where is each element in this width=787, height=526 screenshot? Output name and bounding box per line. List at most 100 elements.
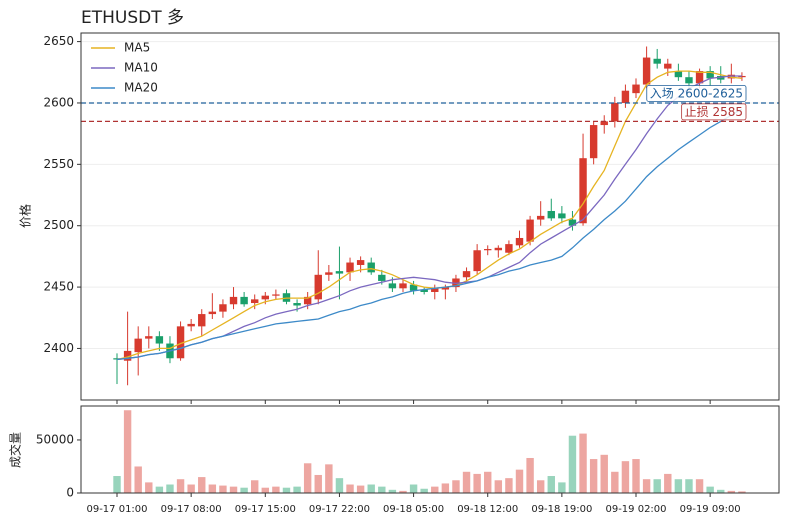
candle-body	[494, 247, 503, 251]
candle-body	[695, 71, 704, 84]
candle-body	[420, 289, 428, 292]
volume-bar	[674, 479, 683, 493]
volume-bar	[505, 478, 513, 493]
chart-title: ETHUSDT 多	[81, 8, 184, 28]
volume-bar	[155, 486, 164, 493]
candle-body	[123, 350, 132, 361]
volume-bar	[706, 486, 714, 493]
volume-bar	[314, 474, 322, 493]
volume-bar	[589, 459, 598, 493]
volume-bar	[452, 480, 460, 493]
volume-bar	[166, 484, 174, 493]
volume-bar	[240, 487, 248, 493]
volume-bar	[462, 471, 471, 493]
candle-body	[431, 288, 439, 292]
candle-body	[642, 57, 651, 85]
candle-body	[356, 260, 365, 265]
candle-body	[568, 219, 577, 226]
volume-bar	[346, 484, 354, 493]
x-tick-label: 09-18 12:00	[457, 504, 518, 515]
volume-bar	[611, 471, 619, 493]
candle-body	[664, 63, 672, 69]
volume-bar	[738, 491, 746, 493]
candle-body	[632, 84, 640, 94]
candle-body	[484, 249, 492, 251]
volume-bar	[420, 488, 428, 493]
volume-bar	[579, 433, 587, 493]
candle-body	[462, 271, 471, 278]
candle-body	[611, 102, 619, 122]
volume-bar	[664, 473, 672, 493]
volume-bar	[399, 490, 407, 493]
volume-bar	[547, 476, 555, 493]
volume-bar	[356, 485, 365, 493]
y-tick-label: 2650	[43, 34, 74, 48]
volume-bar	[198, 477, 206, 493]
volume-bar	[367, 484, 375, 493]
ma-line	[116, 108, 743, 361]
volume-bar	[272, 486, 280, 493]
volume-bar	[441, 483, 450, 493]
volume-bar	[600, 454, 608, 493]
volume-bar	[145, 482, 153, 493]
volume-bar	[261, 487, 270, 493]
y-tick-label: 2450	[43, 280, 74, 294]
x-tick-label: 09-19 02:00	[605, 504, 666, 515]
volume-bar	[558, 482, 566, 493]
volume-bar	[484, 471, 492, 493]
candle-body	[208, 311, 217, 315]
y-tick-label: 2400	[43, 341, 74, 355]
volume-bar	[717, 489, 725, 493]
volume-bar	[494, 480, 503, 493]
candle-body	[187, 323, 195, 327]
candle-body	[505, 244, 513, 253]
volume-bar	[250, 480, 259, 493]
candle-body	[250, 299, 259, 304]
volume-bar	[685, 479, 693, 493]
level-label-box	[646, 85, 747, 102]
volume-bar	[229, 486, 238, 493]
volume-bar	[431, 486, 439, 493]
candle-body	[653, 58, 661, 64]
candle-body	[388, 283, 397, 289]
volume-bar	[113, 476, 121, 493]
candle-body	[240, 296, 248, 305]
volume-bar	[282, 487, 291, 493]
level-label-box	[681, 103, 747, 121]
legend-label: MA10	[124, 61, 158, 75]
candle-body	[335, 271, 344, 274]
volume-bar	[123, 410, 132, 493]
candle-body	[441, 287, 450, 290]
candle-body	[145, 336, 153, 339]
volume-bar	[325, 464, 333, 493]
candle-body	[558, 213, 566, 219]
volume-bar	[409, 484, 418, 493]
candle-body	[589, 125, 598, 159]
legend-label: MA5	[124, 41, 150, 55]
candle-body	[738, 75, 746, 78]
candle-body	[303, 296, 312, 305]
candle-body	[134, 338, 142, 353]
volume-bar	[727, 490, 736, 493]
volume-bar	[473, 473, 481, 493]
volume-bar	[187, 484, 195, 493]
candle-body	[367, 262, 375, 273]
candle-body	[547, 210, 555, 219]
volume-bar	[134, 466, 142, 493]
candle-body	[685, 77, 693, 84]
x-tick-label: 09-18 05:00	[383, 504, 444, 515]
candle-body	[579, 158, 587, 224]
volume-bar	[176, 479, 185, 493]
candle-body	[325, 272, 333, 275]
y-tick-label: 2550	[43, 157, 74, 171]
candle-body	[229, 296, 238, 305]
y-tick-label: 2600	[43, 95, 74, 109]
volume-bar	[293, 486, 301, 493]
volume-bar	[653, 479, 661, 493]
candle-body	[600, 121, 608, 126]
candle-body	[346, 262, 354, 273]
volume-bar	[642, 479, 651, 493]
ma-line	[116, 75, 742, 361]
candle-body	[409, 284, 418, 291]
